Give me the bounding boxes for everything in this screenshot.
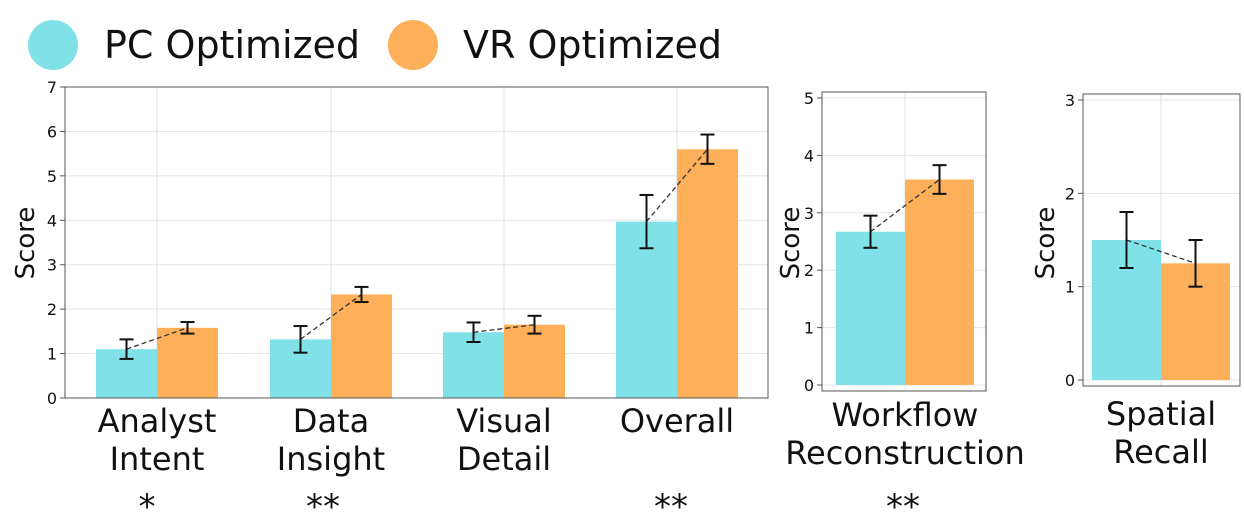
- error-bar-pc: [639, 193, 654, 250]
- significance-marker: **: [654, 487, 688, 516]
- error-bar-vr: [1188, 239, 1203, 288]
- y-tick-label: 0: [804, 376, 814, 395]
- y-tick-label: 4: [47, 211, 57, 230]
- legend-swatch-vr: [388, 20, 438, 70]
- bar-vr: [504, 324, 565, 398]
- bar-vr: [677, 149, 738, 398]
- x-category-label: Intent: [110, 440, 205, 478]
- significance-marker: **: [886, 487, 920, 516]
- trend-dashed-line: [473, 324, 535, 333]
- y-tick-label: 6: [47, 122, 57, 141]
- bar-vr: [331, 294, 392, 398]
- x-category-label: Recall: [1113, 433, 1208, 471]
- y-tick-label: 1: [804, 319, 814, 338]
- error-bar-vr: [180, 321, 195, 335]
- y-tick-label: 3: [1065, 91, 1075, 110]
- y-tick-label: 5: [47, 167, 57, 186]
- plot-frame: [64, 86, 769, 399]
- y-tick-label: 4: [804, 146, 814, 165]
- significance-marker: **: [306, 487, 340, 516]
- significance-marker: *: [139, 487, 156, 516]
- x-category-label: Detail: [457, 440, 551, 478]
- y-axis-label: Score: [776, 207, 806, 280]
- bar-vr: [905, 179, 974, 385]
- y-tick-label: 7: [47, 78, 57, 97]
- y-axis-label: Score: [11, 207, 41, 280]
- trend-dashed-line: [870, 178, 940, 233]
- y-tick-label: 0: [47, 389, 57, 408]
- x-category-label: Spatial: [1106, 395, 1216, 433]
- y-tick-label: 5: [804, 89, 814, 108]
- error-bar-vr: [932, 164, 947, 195]
- bar-pc: [616, 221, 677, 398]
- trend-dashed-line: [126, 327, 188, 350]
- x-category-label: Reconstruction: [785, 434, 1024, 472]
- x-category-label: Overall: [620, 402, 734, 440]
- error-bar-pc: [1119, 211, 1134, 269]
- y-tick-label: 2: [1065, 184, 1075, 203]
- y-tick-label: 2: [47, 300, 57, 319]
- error-bar-pc: [119, 338, 134, 360]
- plot-frame: [1082, 93, 1241, 387]
- bar-pc: [443, 332, 504, 398]
- legend-label-pc: PC Optimized: [104, 23, 360, 67]
- legend-swatch-pc: [28, 20, 78, 70]
- x-category-label: Data: [293, 402, 369, 440]
- error-bar-pc: [863, 214, 878, 249]
- legend-label-vr: VR Optimized: [463, 23, 722, 67]
- y-tick-label: 0: [1065, 371, 1075, 390]
- y-tick-label: 1: [1065, 278, 1075, 297]
- legend: PC Optimized VR Optimized: [28, 20, 722, 70]
- error-bar-vr: [700, 133, 715, 165]
- x-category-label: Insight: [277, 440, 385, 478]
- error-bar-pc: [466, 321, 481, 344]
- plot-frame: [821, 91, 987, 392]
- y-axis-label: Score: [1031, 207, 1061, 280]
- y-tick-label: 1: [47, 345, 57, 364]
- bar-vr: [157, 327, 218, 398]
- y-tick-label: 3: [804, 204, 814, 223]
- y-tick-label: 3: [47, 256, 57, 275]
- x-category-label: Visual: [456, 402, 552, 440]
- trend-dashed-line: [1126, 239, 1196, 264]
- x-category-label: Analyst: [98, 402, 217, 440]
- trend-dashed-line: [300, 293, 362, 340]
- x-category-label: Workflow: [832, 396, 979, 434]
- error-bar-vr: [527, 314, 542, 335]
- error-bar-pc: [293, 325, 308, 354]
- error-bar-vr: [354, 285, 369, 304]
- y-tick-label: 2: [804, 261, 814, 280]
- bar-pc: [836, 231, 905, 385]
